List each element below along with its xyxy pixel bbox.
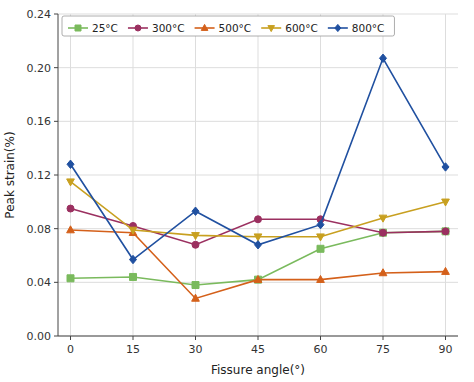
y-tick-label: 0.16 bbox=[27, 115, 52, 128]
x-tick bbox=[445, 336, 446, 340]
y-tick bbox=[54, 228, 58, 229]
point-marker bbox=[379, 215, 387, 222]
y-tick bbox=[54, 175, 58, 176]
x-tick-label: 0 bbox=[67, 343, 74, 356]
legend-label: 600°C bbox=[285, 22, 318, 34]
point-marker bbox=[192, 233, 200, 240]
x-tick-label: 45 bbox=[251, 343, 265, 356]
point-marker bbox=[67, 179, 75, 186]
x-tick-label: 90 bbox=[439, 343, 453, 356]
x-tick bbox=[320, 336, 321, 340]
series-line bbox=[71, 209, 446, 245]
grid-line bbox=[70, 14, 71, 336]
y-axis-label: Peak strain(%) bbox=[3, 131, 17, 218]
point-marker bbox=[130, 273, 137, 280]
x-tick bbox=[383, 336, 384, 340]
x-tick-label: 30 bbox=[189, 343, 203, 356]
x-tick-label: 75 bbox=[376, 343, 390, 356]
point-marker bbox=[255, 216, 262, 223]
y-tick-label: 0.04 bbox=[27, 276, 52, 289]
legend-marker bbox=[268, 26, 275, 32]
legend-marker bbox=[135, 25, 141, 31]
point-marker bbox=[442, 228, 449, 235]
legend-marker bbox=[335, 24, 341, 31]
series-line bbox=[71, 231, 446, 285]
point-marker bbox=[317, 234, 325, 241]
point-marker bbox=[442, 199, 450, 206]
series-line bbox=[71, 182, 446, 237]
point-marker bbox=[192, 282, 199, 289]
y-tick-label: 0.12 bbox=[27, 169, 52, 182]
x-tick bbox=[195, 336, 196, 340]
y-tick bbox=[54, 67, 58, 68]
point-marker bbox=[255, 276, 262, 283]
legend-label: 500°C bbox=[219, 22, 252, 34]
x-tick-label: 15 bbox=[126, 343, 140, 356]
point-marker bbox=[255, 241, 262, 249]
y-tick-label: 0.20 bbox=[27, 62, 52, 75]
grid-line bbox=[133, 14, 134, 336]
legend-label: 300°C bbox=[152, 22, 185, 34]
y-tick-label: 0.08 bbox=[27, 223, 52, 236]
point-marker bbox=[380, 229, 387, 236]
point-marker bbox=[192, 241, 199, 248]
x-tick-label: 60 bbox=[314, 343, 328, 356]
point-marker bbox=[67, 275, 74, 282]
x-tick bbox=[133, 336, 134, 340]
point-marker bbox=[192, 207, 199, 215]
legend: 25°C 300°C 500°C 600°C 800°C bbox=[62, 16, 394, 36]
point-marker bbox=[67, 205, 74, 212]
point-marker bbox=[192, 294, 200, 301]
grid-line bbox=[258, 14, 259, 336]
point-marker bbox=[67, 226, 75, 233]
point-marker bbox=[442, 163, 449, 171]
y-tick-label: 0.00 bbox=[27, 330, 52, 343]
point-marker bbox=[317, 220, 324, 228]
x-axis-label: Fissure angle(°) bbox=[211, 363, 305, 377]
y-tick bbox=[54, 121, 58, 122]
point-marker bbox=[317, 275, 325, 282]
point-marker bbox=[317, 245, 324, 252]
chart: 0.00 0.04 0.08 0.12 0.16 0.20 0.24 0 15 30 45 60 75 9… bbox=[0, 0, 474, 382]
x-tick bbox=[70, 336, 71, 340]
point-marker bbox=[442, 267, 450, 274]
grid-line bbox=[445, 14, 446, 336]
plot-area bbox=[67, 54, 450, 301]
point-marker bbox=[380, 54, 387, 62]
legend-marker bbox=[75, 25, 81, 31]
legend-frame bbox=[62, 16, 394, 36]
grid-line bbox=[320, 14, 321, 336]
series-line bbox=[71, 230, 446, 298]
legend-label: 800°C bbox=[352, 22, 385, 34]
point-marker bbox=[130, 255, 137, 263]
y-tick bbox=[54, 282, 58, 283]
y-tick-label: 0.24 bbox=[27, 8, 52, 21]
y-tick bbox=[54, 14, 58, 15]
point-marker bbox=[67, 160, 74, 168]
point-marker bbox=[254, 275, 262, 282]
point-marker bbox=[442, 228, 449, 235]
series-line bbox=[71, 58, 446, 259]
point-marker bbox=[380, 229, 387, 236]
point-marker bbox=[129, 227, 137, 234]
x-tick bbox=[258, 336, 259, 340]
y-tick bbox=[54, 336, 58, 337]
legend-marker bbox=[201, 24, 208, 30]
legend-label: 25°C bbox=[92, 22, 118, 34]
point-marker bbox=[379, 269, 387, 276]
